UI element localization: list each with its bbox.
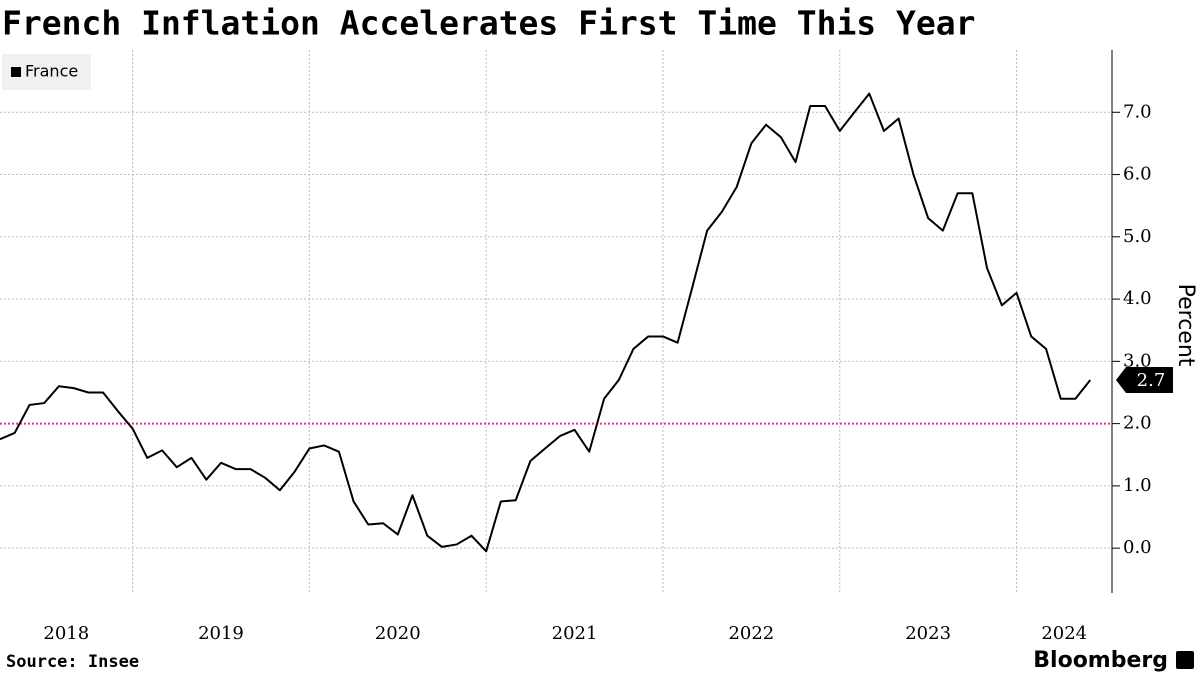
- value-label: 2.7: [1137, 370, 1166, 391]
- legend-label: France: [25, 62, 78, 81]
- brand: Bloomberg: [1033, 648, 1168, 673]
- x-tick-label: 2018: [43, 623, 89, 644]
- y-tick-label: 5.0: [1123, 226, 1152, 247]
- y-tick-label: 0.0: [1123, 537, 1152, 558]
- legend-swatch: [11, 67, 21, 77]
- y-tick-label: 1.0: [1123, 475, 1152, 496]
- brand-icon: [1176, 651, 1194, 669]
- x-tick-label: 2024: [1041, 623, 1087, 644]
- y-axis-label: Percent: [1173, 284, 1198, 367]
- y-tick-label: 7.0: [1123, 101, 1152, 122]
- x-tick-label: 2021: [552, 623, 598, 644]
- y-tick-label: 6.0: [1123, 164, 1152, 185]
- y-tick-label: 3.0: [1123, 350, 1152, 371]
- y-tick-label: 4.0: [1123, 288, 1152, 309]
- x-tick-label: 2022: [728, 623, 774, 644]
- source: Source: Insee: [6, 652, 139, 672]
- value-tag: [1116, 367, 1173, 394]
- x-tick-label: 2019: [198, 623, 244, 644]
- y-tick-label: 2.0: [1123, 413, 1152, 434]
- chart-title: French Inflation Accelerates First Time …: [2, 4, 976, 43]
- x-tick-label: 2023: [905, 623, 951, 644]
- x-tick-label: 2020: [375, 623, 421, 644]
- line-series: [0, 92, 1092, 553]
